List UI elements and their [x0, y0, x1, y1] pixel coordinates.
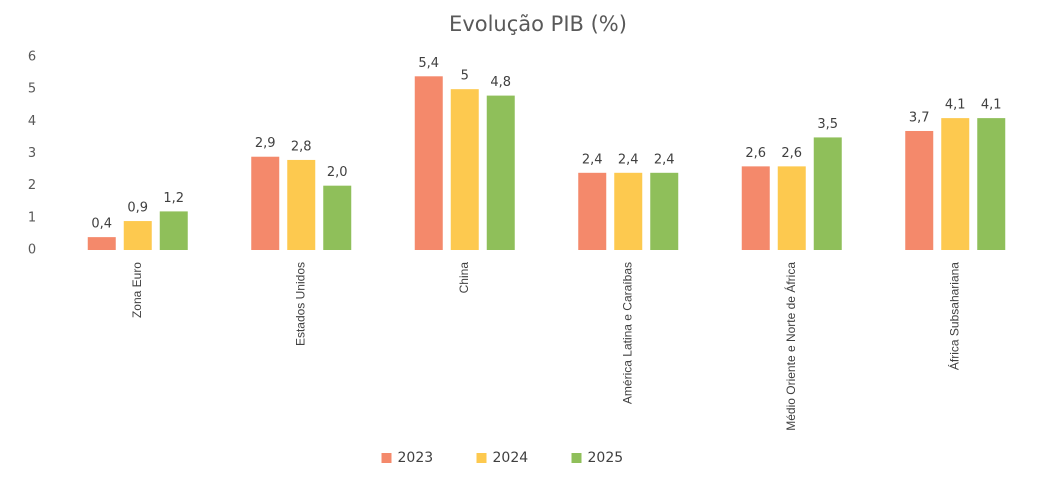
data-label: 2,6: [781, 146, 802, 161]
data-label: 0,9: [127, 201, 148, 216]
y-tick-label: 3: [28, 146, 36, 161]
legend-swatch: [476, 453, 487, 463]
data-label: 5: [461, 69, 469, 84]
data-label: 2,4: [654, 152, 675, 167]
y-tick-label: 6: [28, 50, 36, 65]
bar: [87, 237, 116, 250]
bar: [251, 156, 280, 250]
bar: [777, 166, 806, 250]
legend-label: 2024: [493, 450, 529, 466]
data-label: 1,2: [163, 191, 184, 206]
data-label: 2,4: [618, 152, 639, 167]
data-label: 5,4: [418, 56, 439, 71]
bar: [977, 118, 1006, 250]
y-tick-label: 1: [28, 210, 36, 225]
chart-title: Evolução PIB (%): [449, 12, 627, 36]
bar: [578, 172, 607, 250]
bar: [123, 221, 152, 250]
bar: [323, 185, 352, 250]
data-label: 2,8: [291, 139, 312, 154]
data-label: 2,0: [327, 165, 348, 180]
bar: [414, 76, 443, 250]
data-label: 2,9: [255, 136, 276, 151]
bar: [614, 172, 643, 250]
y-tick-label: 2: [28, 178, 36, 193]
legend-swatch: [571, 453, 582, 463]
data-label: 3,5: [817, 117, 838, 132]
bar: [813, 137, 842, 250]
data-label: 4,1: [981, 98, 1002, 113]
legend-swatch: [381, 453, 392, 463]
data-label: 3,7: [909, 110, 930, 125]
data-label: 4,8: [490, 75, 511, 90]
bar: [941, 118, 970, 250]
y-tick-label: 4: [28, 114, 36, 129]
x-tick-label: Médio Oriente e Norte de África: [783, 262, 798, 431]
bar: [650, 172, 679, 250]
bar: [287, 159, 316, 250]
bar: [486, 95, 515, 250]
bar: [159, 211, 188, 250]
x-tick-label: África Subsahariana: [946, 262, 961, 370]
bar: [905, 130, 934, 250]
data-label: 2,6: [745, 146, 766, 161]
x-tick-label: América Latina e Caraíbas: [620, 262, 634, 404]
x-tick-label: Estados Unidos: [293, 262, 307, 346]
bar: [450, 89, 479, 251]
y-tick-label: 0: [28, 243, 36, 258]
data-label: 0,4: [91, 217, 112, 232]
bar: [741, 166, 770, 250]
data-label: 4,1: [945, 98, 966, 113]
y-tick-label: 5: [28, 82, 36, 97]
x-tick-label: China: [457, 262, 471, 294]
legend-label: 2023: [398, 450, 434, 466]
x-tick-label: Zona Euro: [130, 262, 144, 318]
data-label: 2,4: [582, 152, 603, 167]
legend-label: 2025: [588, 450, 624, 466]
